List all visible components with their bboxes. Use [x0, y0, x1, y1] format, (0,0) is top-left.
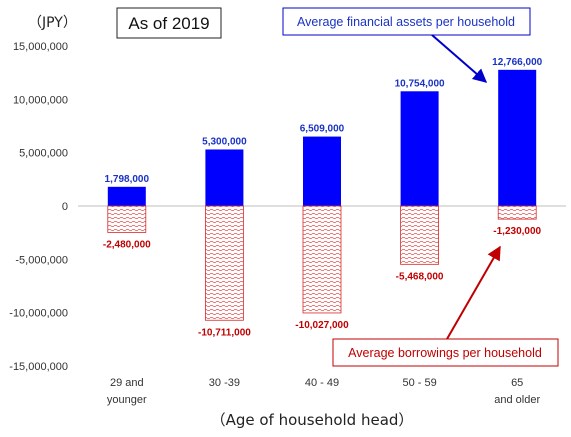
y-axis: 15,000,000 10,000,000 5,000,000 0 -5,000,000… [9, 41, 68, 373]
category-label: younger [107, 394, 147, 406]
bars [107, 69, 537, 321]
y-tick-label: 5,000,000 [19, 148, 68, 160]
legend-assets-callout: Average financial assets per household [282, 7, 531, 83]
category-label: 30 -39 [209, 377, 240, 389]
y-tick-label: -10,000,000 [9, 308, 68, 320]
as-of-box: As of 2019 [116, 7, 222, 39]
assets-bar [400, 91, 439, 206]
category-label: 50 - 59 [402, 377, 436, 389]
borrowings-value-label: -2,480,000 [103, 239, 151, 250]
legend-assets-arrow [431, 34, 488, 83]
y-tick-label: -5,000,000 [15, 254, 68, 266]
assets-bar [303, 136, 341, 206]
category-label: 29 and [110, 377, 144, 389]
y-tick-label: -15,000,000 [9, 361, 68, 373]
as-of-label: As of 2019 [128, 14, 209, 33]
assets-bar [205, 149, 244, 206]
y-tick-label: 0 [62, 201, 68, 213]
x-axis: 29 and younger 30 -39 40 - 49 50 - 59 65 and o… [107, 377, 541, 406]
borrowings-value-label: -5,468,000 [396, 271, 444, 282]
assets-bar [107, 186, 146, 206]
category-label: 65 [511, 377, 523, 389]
assets-value-label: 1,798,000 [105, 174, 150, 185]
borrowings-bar [497, 205, 537, 220]
assets-value-label: 12,766,000 [492, 57, 542, 68]
assets-bar [498, 69, 537, 206]
value-labels: 1,798,000 5,300,000 6,509,000 10,754,000 12,… [103, 57, 543, 338]
borrowings-bar [204, 205, 244, 321]
borrowings-value-label: -10,711,000 [198, 327, 251, 338]
assets-value-label: 5,300,000 [202, 136, 247, 147]
borrowings-value-label: -1,230,000 [493, 226, 541, 237]
legend-borrowings-label: Average borrowings per household [348, 346, 542, 360]
category-label: 40 - 49 [305, 377, 339, 389]
legend-assets-label: Average financial assets per household [297, 15, 515, 29]
legend-borrowings-arrow [446, 245, 501, 340]
x-axis-title: （Age of household head） [211, 411, 414, 429]
legend-borrowings-callout: Average borrowings per household [332, 245, 559, 367]
borrowings-bar [400, 205, 440, 265]
borrowings-bar [107, 205, 147, 233]
y-tick-label: 15,000,000 [13, 41, 68, 53]
y-tick-label: 10,000,000 [13, 94, 68, 106]
borrowings-bar [302, 205, 342, 314]
assets-value-label: 6,509,000 [300, 124, 345, 135]
unit-label: （JPY） [28, 15, 77, 31]
assets-value-label: 10,754,000 [395, 78, 445, 89]
category-label: and older [494, 394, 540, 406]
borrowings-value-label: -10,027,000 [295, 320, 349, 331]
